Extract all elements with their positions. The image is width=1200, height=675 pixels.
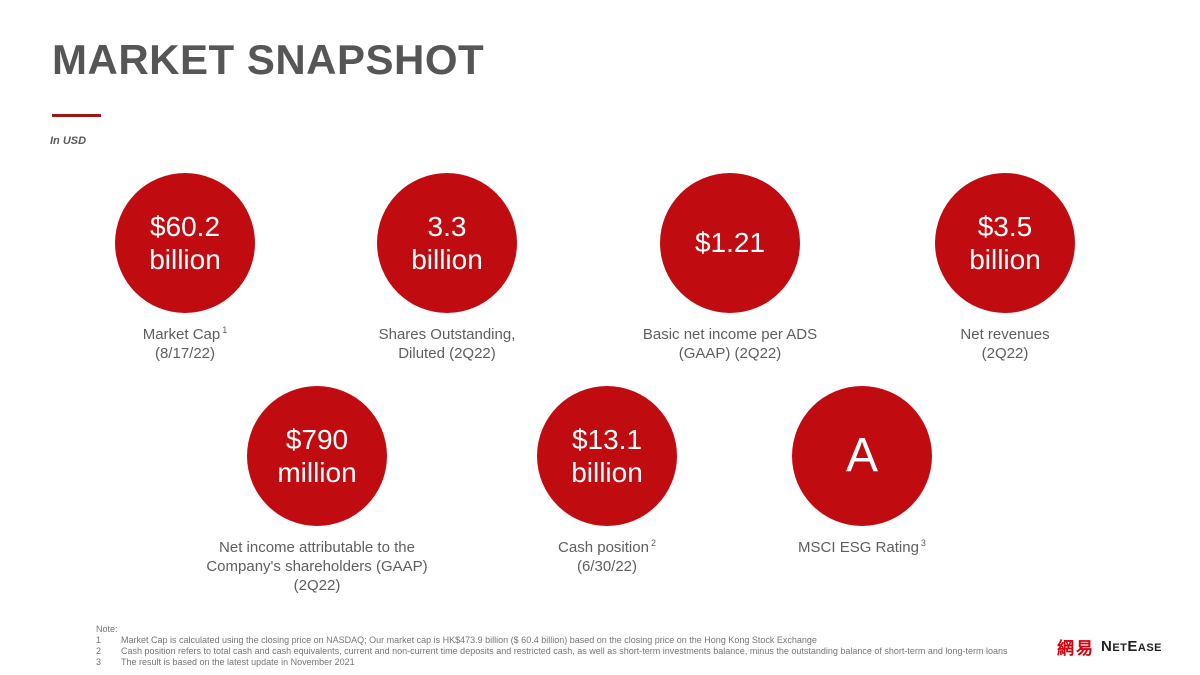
- metric-circle: 3.3 billion: [377, 173, 517, 313]
- metric-circle: $60.2 billion: [115, 173, 255, 313]
- metric-circle: $1.21: [660, 173, 800, 313]
- metric-circle: $790 million: [247, 386, 387, 526]
- footnote-row: 1 Market Cap is calculated using the clo…: [96, 635, 1007, 646]
- footnote-ref: 2: [650, 538, 656, 548]
- metric-label: Basic net income per ADS (GAAP) (2Q22): [642, 326, 818, 363]
- metric-value: $60.2 billion: [149, 210, 221, 275]
- metric-label: MSCI ESG Rating 3: [798, 538, 926, 556]
- currency-unit-label: In USD: [50, 135, 87, 147]
- footnote-row: 3 The result is based on the latest upda…: [96, 657, 1007, 668]
- metric-value: $1.21: [694, 227, 766, 259]
- metric-label: Net revenues (2Q22): [960, 326, 1050, 363]
- footnote-ref: 3: [920, 538, 926, 548]
- page-title: MARKET SNAPSHOT: [52, 36, 485, 83]
- metric-circle: A: [792, 386, 932, 526]
- metric-shares-outstanding: 3.3 billion Shares Outstanding, Diluted …: [307, 173, 587, 363]
- metric-circle: $3.5 billion: [935, 173, 1075, 313]
- netease-logo-wordmark: NetEase: [1100, 638, 1162, 655]
- metric-net-revenues: $3.5 billion Net revenues (2Q22): [865, 173, 1145, 363]
- footnotes-heading: Note:: [96, 624, 118, 634]
- metric-value: $3.5 billion: [969, 210, 1041, 275]
- footnote-number: 3: [96, 657, 102, 667]
- metric-value: $13.1 billion: [571, 423, 643, 488]
- metric-net-income-shareholders: $790 million Net income attributable to …: [177, 386, 457, 596]
- metric-basic-net-income-per-ads: $1.21 Basic net income per ADS (GAAP) (2…: [590, 173, 870, 363]
- metric-circle: $13.1 billion: [537, 386, 677, 526]
- netease-logo-cjk: 網易: [1056, 639, 1095, 658]
- netease-logo: 網易 NetEase: [1057, 634, 1162, 659]
- metric-market-cap: $60.2 billion Market Cap 1 (8/17/22): [45, 173, 325, 363]
- metric-label: Cash position 2 (6/30/22): [558, 538, 656, 576]
- metric-cash-position: $13.1 billion Cash position 2 (6/30/22): [467, 386, 747, 576]
- footnotes: Note: 1 Market Cap is calculated using t…: [96, 624, 1007, 668]
- footnote-ref: 1: [222, 325, 228, 335]
- metric-msci-esg-rating: A MSCI ESG Rating 3: [722, 386, 1002, 557]
- footnote-number: 1: [96, 635, 102, 645]
- footnote-number: 2: [96, 646, 102, 656]
- metric-value: A: [845, 428, 878, 482]
- footnote-text: Cash position refers to total cash and c…: [121, 646, 1008, 656]
- metric-value: 3.3 billion: [411, 210, 483, 275]
- title-accent-line: [52, 114, 101, 117]
- footnote-text: Market Cap is calculated using the closi…: [121, 635, 817, 645]
- footnote-text: The result is based on the latest update…: [121, 657, 355, 667]
- metric-value: $790 million: [277, 423, 357, 488]
- metric-label: Market Cap 1 (8/17/22): [142, 325, 228, 363]
- metric-label: Shares Outstanding, Diluted (2Q22): [378, 326, 516, 363]
- footnote-row: 2 Cash position refers to total cash and…: [96, 646, 1007, 657]
- metric-label: Net income attributable to the Company's…: [206, 539, 428, 595]
